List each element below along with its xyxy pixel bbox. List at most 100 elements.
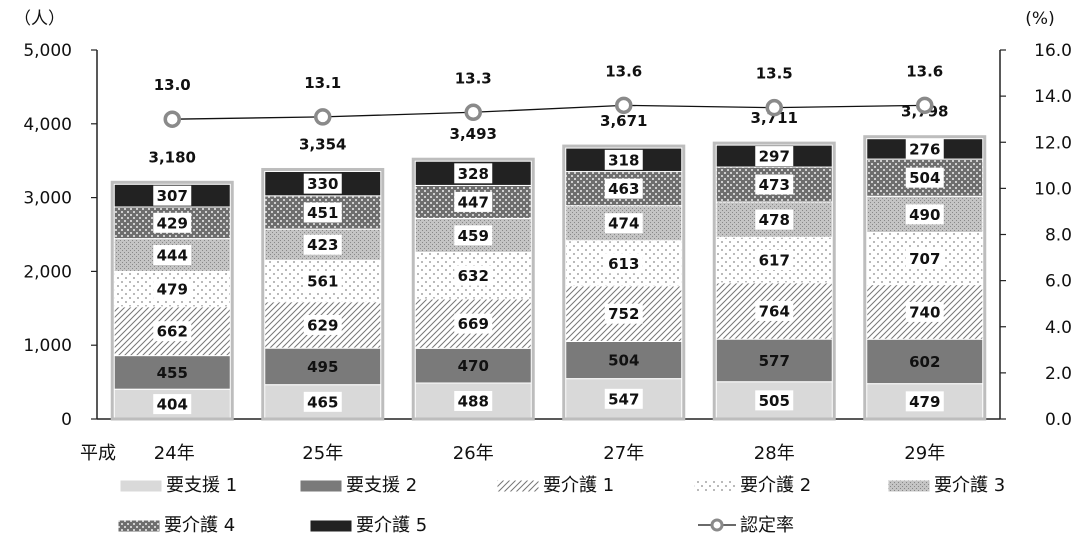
segment-label-bg	[454, 225, 493, 246]
bar-stack: 488 470 669 632 459 447 328 3,493 26年	[411, 125, 535, 464]
legend-swatch	[309, 519, 353, 533]
segment-label-bg	[604, 388, 643, 409]
legend-swatch	[887, 479, 931, 493]
right-tick-label: 0.0	[1045, 410, 1072, 430]
category-label: 24年	[154, 443, 195, 464]
segment-label-bg	[303, 173, 342, 194]
legend-item: 要介護 4	[117, 515, 235, 536]
segment-label: 740	[909, 303, 940, 321]
legend-item: 要介護 1	[496, 475, 614, 496]
legend-label: 要介護 2	[740, 475, 811, 496]
segment-label: 447	[458, 193, 489, 211]
legend-swatch	[119, 479, 163, 493]
right-tick-label: 14.0	[1034, 87, 1072, 107]
category-prefix: 平成	[80, 443, 116, 464]
segment-label: 463	[608, 180, 639, 198]
legend-label: 要支援 2	[346, 475, 417, 496]
segment-label: 330	[307, 175, 338, 193]
segment-label: 613	[608, 255, 639, 273]
segment-label: 547	[608, 390, 639, 408]
segment-label-bg	[454, 191, 493, 212]
segment-label: 479	[157, 281, 188, 299]
segment-label-bg	[905, 167, 944, 188]
segment-label: 629	[307, 316, 338, 334]
legend-item: 要支援 2	[299, 475, 417, 496]
legend-item: 要介護 5	[309, 515, 427, 536]
rate-point	[916, 96, 934, 115]
bar-segment	[414, 251, 532, 300]
segment-label: 632	[458, 267, 489, 285]
legend-label: 要介護 5	[356, 515, 427, 536]
left-tick-label: 3,000	[23, 189, 72, 209]
segment-label: 577	[759, 352, 790, 370]
segment-label-bg	[905, 204, 944, 225]
segment-label-bg	[755, 209, 794, 230]
rate-point	[615, 96, 633, 115]
right-tick-label: 8.0	[1045, 226, 1072, 246]
segment-label: 455	[157, 364, 188, 382]
segment-label-bg	[604, 178, 643, 199]
segment-label-bg	[303, 391, 342, 412]
segment-label: 470	[458, 357, 489, 375]
right-axis-unit: (%)	[1025, 9, 1054, 29]
bar-stack: 4796027407074905042763,79829年	[863, 103, 987, 464]
bar-outline	[261, 167, 385, 421]
category-label: 27年	[603, 443, 644, 464]
rate-point	[163, 110, 181, 128]
left-tick-label: 2,000	[23, 262, 72, 282]
legend-label: 要介護 4	[164, 515, 235, 536]
segment-label: 752	[608, 305, 639, 323]
rate-point	[464, 103, 482, 122]
rate-label: 13.1	[304, 74, 341, 92]
segment-label: 423	[307, 236, 338, 254]
legend-item: 認定率	[698, 515, 794, 536]
left-tick-label: 5,000	[23, 41, 72, 61]
segment-label: 495	[307, 358, 338, 376]
total-label: 3,493	[450, 125, 497, 143]
bar-segment	[565, 340, 683, 380]
segment-label-bg	[755, 390, 794, 411]
category-label: 26年	[453, 443, 494, 464]
segment-label: 465	[307, 393, 338, 411]
segment-label: 561	[307, 273, 338, 291]
segment-label: 617	[759, 251, 790, 269]
bar-outline	[411, 157, 535, 421]
segment-label-bg	[604, 213, 643, 234]
segment-label-bg	[303, 271, 342, 292]
segment-label-bg	[905, 138, 944, 159]
segment-label-bg	[454, 265, 493, 286]
total-label: 3,354	[299, 135, 346, 153]
total-label: 3,180	[149, 148, 196, 166]
segment-label: 444	[157, 247, 188, 265]
rate-label: 13.0	[154, 76, 191, 94]
segment-label-bg	[153, 245, 192, 266]
category-label: 28年	[754, 443, 795, 464]
legend-swatch	[299, 479, 343, 493]
segment-label: 276	[909, 140, 940, 158]
legend-label: 認定率	[740, 515, 794, 536]
right-tick-label: 6.0	[1045, 272, 1072, 292]
segment-label-bg	[153, 279, 192, 300]
segment-label-bg	[303, 314, 342, 335]
total-label: 3,711	[751, 109, 798, 127]
legend-swatch	[693, 479, 737, 493]
bar-stack: 404 455 662 479 444 429 307 3,180 24年	[110, 148, 234, 464]
segment-label-bg	[153, 394, 192, 415]
segment-label: 318	[608, 151, 639, 169]
segment-label: 451	[307, 204, 338, 222]
bar-segment	[715, 338, 833, 383]
bar-stack: 505 577 764 617 478 473 297 3,711 28年	[712, 109, 836, 464]
bar-segment	[866, 338, 984, 385]
rate-label: 13.5	[756, 65, 793, 83]
segment-label: 602	[909, 353, 940, 371]
segment-label: 662	[157, 323, 188, 341]
segment-label: 669	[458, 315, 489, 333]
segment-label-bg	[604, 149, 643, 170]
legend-label: 要介護 3	[934, 475, 1005, 496]
right-tick-label: 10.0	[1034, 179, 1072, 199]
legend-swatch	[117, 519, 161, 533]
segment-label-bg	[454, 163, 493, 184]
segment-label: 297	[759, 148, 790, 166]
segment-label: 488	[458, 392, 489, 410]
